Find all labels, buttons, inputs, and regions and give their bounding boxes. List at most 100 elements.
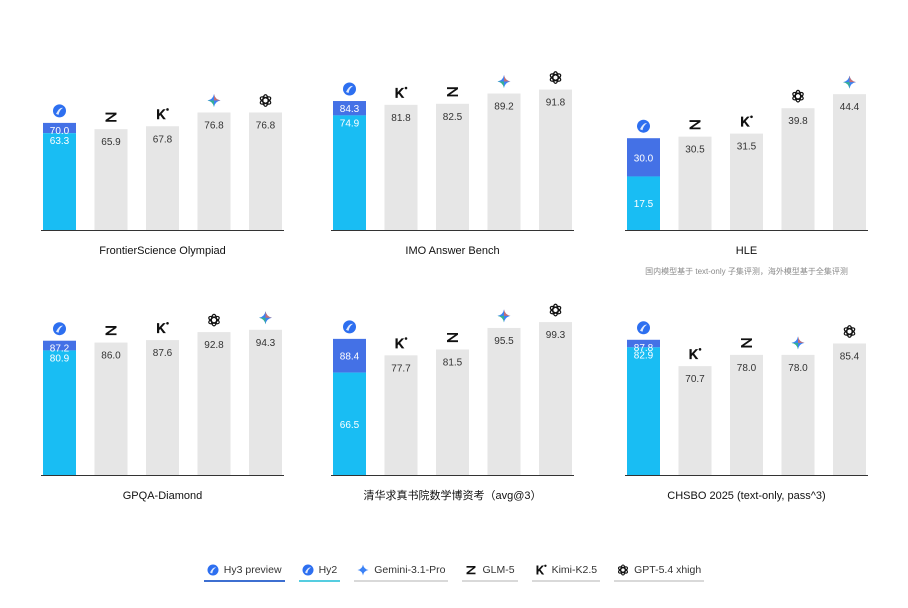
data-label-gpt-5-4-xhigh: 85.4 xyxy=(840,351,860,362)
hunyuan-icon xyxy=(302,564,314,576)
legend-item-gemini: Gemini-3.1-Pro xyxy=(354,562,449,582)
legend-item-hy2: Hy2 xyxy=(298,562,341,582)
chart-gpqa-diamond: 87.280.9 86.0 87.6 92.8 94.3 GPQA-Diamond xyxy=(41,311,284,502)
openai-icon xyxy=(208,313,220,327)
zhipu-icon xyxy=(447,332,458,343)
bar-glm-5 xyxy=(678,136,712,230)
bar-glm-5 xyxy=(730,354,763,475)
chart-chsbo-2025-text-only-pass-3: 87.882.9 70.7 78.0 78.0 85.4 CHSBO 2025 (text… xyxy=(625,321,868,502)
legend-label: Hy2 xyxy=(318,564,338,576)
data-label-glm-5: 81.5 xyxy=(443,357,463,368)
data-label-kimi-k2-5: 67.8 xyxy=(153,134,173,145)
bar-gemini-3-1-pro xyxy=(249,329,282,475)
legend-item-gpt: GPT-5.4 xhigh xyxy=(614,562,705,582)
openai-icon xyxy=(549,71,562,84)
hunyuan-icon xyxy=(637,119,650,133)
bar-hy2 xyxy=(43,350,76,475)
bar-gpt-5-4-xhigh xyxy=(249,112,282,230)
bar-hy2 xyxy=(333,372,366,475)
data-label-gpt-5-4-xhigh: 99.3 xyxy=(546,330,566,341)
zhipu-icon xyxy=(447,87,458,97)
chart-title: IMO Answer Bench xyxy=(405,245,499,257)
hunyuan-icon xyxy=(53,322,66,336)
hunyuan-icon xyxy=(343,320,356,334)
bar-kimi-k2-5 xyxy=(384,104,418,230)
bar-gemini-3-1-pro xyxy=(781,354,815,475)
bar-hy3-preview xyxy=(333,101,366,116)
chart-title: GPQA-Diamond xyxy=(123,490,202,502)
data-label-hy2: 82.9 xyxy=(634,350,654,361)
openai-icon xyxy=(617,564,629,576)
kimi-icon xyxy=(395,86,408,98)
hunyuan-icon xyxy=(343,82,356,96)
legend-label: Hy3 preview xyxy=(223,564,282,576)
data-label-hy2: 74.9 xyxy=(340,118,360,129)
bar-hy3-preview xyxy=(627,339,660,348)
bar-kimi-k2-5 xyxy=(146,126,179,230)
bar-hy3-preview xyxy=(333,338,366,373)
zhipu-icon xyxy=(465,564,477,576)
data-label-hy3-preview: 84.3 xyxy=(340,104,360,115)
data-label-gemini-3-1-pro: 76.8 xyxy=(204,120,224,131)
bar-gemini-3-1-pro xyxy=(833,94,866,230)
data-label-hy2: 63.3 xyxy=(50,136,70,147)
data-label-kimi-k2-5: 77.7 xyxy=(391,363,411,374)
data-label-gemini-3-1-pro: 95.5 xyxy=(494,336,514,347)
data-label-gemini-3-1-pro: 78.0 xyxy=(788,363,808,374)
bar-gpt-5-4-xhigh xyxy=(197,332,231,475)
kimi-icon xyxy=(157,321,169,334)
kimi-icon xyxy=(157,108,169,120)
kimi-icon xyxy=(741,115,753,127)
hunyuan-icon xyxy=(53,104,66,118)
bar-glm-5 xyxy=(94,342,128,475)
data-label-gpt-5-4-xhigh: 91.8 xyxy=(546,98,566,109)
data-label-kimi-k2-5: 81.8 xyxy=(391,113,411,124)
bar-hy3-preview xyxy=(43,122,76,134)
chart-title: CHSBO 2025 (text-only, pass^3) xyxy=(667,490,825,502)
chart-grid: 70.0 63.3 65.9 67.8 76.8 76.8 FrontierScience … xyxy=(41,71,868,502)
bar-kimi-k2-5 xyxy=(678,366,712,475)
data-label-glm-5: 86.0 xyxy=(101,351,121,362)
data-label-glm-5: 82.5 xyxy=(443,112,463,123)
kimi-icon xyxy=(689,348,702,360)
bar-glm-5 xyxy=(436,103,469,230)
data-label-hy2: 66.5 xyxy=(340,420,360,431)
data-label-gemini-3-1-pro: 89.2 xyxy=(494,102,514,113)
bar-gpt-5-4-xhigh xyxy=(539,322,572,475)
chart-frontierscience-olympiad: 70.063.3 65.9 67.8 76.8 76.8 FrontierScience … xyxy=(41,93,284,257)
kimi-icon xyxy=(395,337,408,349)
bar-gpt-5-4-xhigh xyxy=(833,343,866,475)
chart-subtitle: 国内模型基于 text-only 子集评测，海外模型基于全集评测 xyxy=(645,266,848,276)
legend-item-glm: GLM-5 xyxy=(462,562,518,582)
bar-gemini-3-1-pro xyxy=(487,93,521,230)
gemini-icon xyxy=(497,309,511,323)
chart-avg-3: 88.4 66.5 77.7 81.5 95.5 99.3 清华求真书院数学博资考（avg@… xyxy=(331,303,574,502)
data-label-gpt-5-4-xhigh: 92.8 xyxy=(204,340,224,351)
data-label-gemini-3-1-pro: 94.3 xyxy=(256,338,276,349)
gemini-icon xyxy=(497,75,511,89)
legend-label: Kimi-K2.5 xyxy=(551,564,598,576)
gemini-icon xyxy=(843,75,856,89)
legend: Hy3 preview Hy2 Gemini-3.1-Pro GLM-5 Kim… xyxy=(0,560,908,584)
bar-kimi-k2-5 xyxy=(146,340,179,475)
data-label-kimi-k2-5: 70.7 xyxy=(685,374,705,385)
legend-label: GLM-5 xyxy=(482,564,515,576)
bar-gemini-3-1-pro xyxy=(487,327,521,475)
data-label-hy3-preview: 30.0 xyxy=(634,153,654,164)
data-label-hy2: 80.9 xyxy=(50,353,70,364)
chart-hle: 30.0 17.5 30.5 31.5 39.8 44.4 HLE 国内模型基于 text-o… xyxy=(625,75,868,276)
data-label-hy3-preview: 88.4 xyxy=(340,352,360,363)
zhipu-icon xyxy=(105,326,117,336)
bar-hy2 xyxy=(43,133,76,230)
gemini-icon xyxy=(791,336,805,350)
openai-icon xyxy=(259,94,272,107)
chart-title: 清华求真书院数学博资考（avg@3） xyxy=(363,488,541,502)
data-label-glm-5: 30.5 xyxy=(685,145,705,156)
chart-imo-answer-bench: 84.3 74.9 81.8 82.5 89.2 91.8 IMO Answer Bench xyxy=(331,71,574,257)
bar-hy3-preview xyxy=(627,138,660,177)
legend-item-hy3: Hy3 preview xyxy=(203,562,285,582)
gemini-icon xyxy=(357,564,369,576)
data-label-glm-5: 65.9 xyxy=(101,137,121,148)
data-label-hy3-preview: 70.0 xyxy=(50,126,70,137)
data-label-hy2: 17.5 xyxy=(634,199,654,210)
